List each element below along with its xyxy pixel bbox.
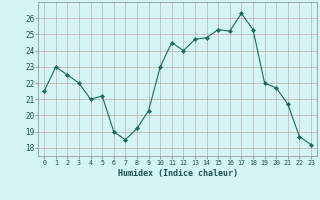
X-axis label: Humidex (Indice chaleur): Humidex (Indice chaleur) [118, 169, 238, 178]
